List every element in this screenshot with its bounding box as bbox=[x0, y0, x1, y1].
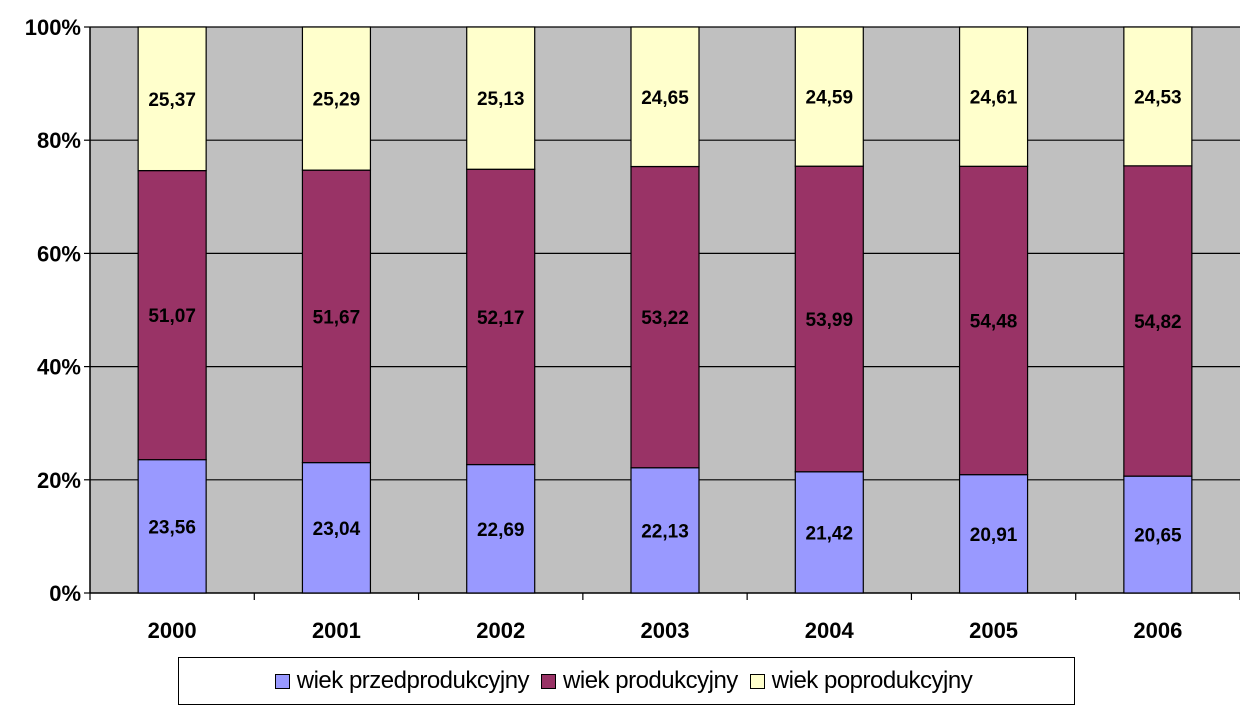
data-label: 25,29 bbox=[313, 90, 361, 111]
data-label: 22,69 bbox=[477, 520, 525, 541]
bar-segment-2000-2 bbox=[137, 169, 207, 461]
y-tick-label: 20% bbox=[37, 468, 81, 493]
legend-item-3: wiek poprodukcyjny bbox=[749, 667, 973, 695]
y-tick-label: 80% bbox=[37, 128, 81, 153]
bar-segment-2003-3 bbox=[630, 26, 700, 168]
y-tick-label: 60% bbox=[37, 241, 81, 266]
data-label: 24,65 bbox=[641, 88, 689, 109]
data-label: 24,61 bbox=[970, 88, 1018, 109]
data-label: 21,42 bbox=[806, 523, 854, 544]
bar-segment-2002-2 bbox=[466, 168, 536, 466]
legend-label: wiek produkcyjny bbox=[563, 667, 738, 694]
legend: wiek przedprodukcyjny wiek produkcyjny wie… bbox=[178, 657, 1075, 705]
x-tick-label: 2002 bbox=[476, 618, 525, 643]
data-label: 52,17 bbox=[477, 308, 525, 329]
data-label: 53,22 bbox=[641, 308, 689, 329]
data-label: 24,53 bbox=[1134, 87, 1182, 108]
data-label: 23,56 bbox=[148, 517, 196, 538]
y-tick-label: 40% bbox=[37, 355, 81, 380]
data-label: 51,07 bbox=[148, 306, 196, 327]
bar-segment-2000-1 bbox=[137, 459, 207, 594]
bar-segment-2000-3 bbox=[137, 26, 207, 172]
data-label: 25,13 bbox=[477, 89, 525, 110]
data-label: 25,37 bbox=[148, 90, 196, 111]
legend-item-1: wiek przedprodukcyjny bbox=[274, 667, 530, 695]
x-tick-label: 2000 bbox=[148, 618, 197, 643]
x-tick-label: 2001 bbox=[312, 618, 361, 643]
data-label: 54,82 bbox=[1134, 312, 1182, 333]
legend-swatch bbox=[541, 673, 557, 689]
legend-item-2: wiek produkcyjny bbox=[541, 667, 738, 695]
legend-swatch bbox=[749, 673, 765, 689]
legend-label: wiek przedprodukcyjny bbox=[296, 667, 530, 694]
data-label: 22,13 bbox=[641, 521, 689, 542]
x-tick-label: 2003 bbox=[641, 618, 690, 643]
bar-segment-2004-1 bbox=[794, 471, 864, 594]
bar-segment-2004-2 bbox=[794, 165, 864, 473]
data-label: 53,99 bbox=[806, 310, 854, 331]
data-label: 20,91 bbox=[970, 525, 1018, 546]
legend-label: wiek poprodukcyjny bbox=[771, 667, 973, 694]
legend-swatch bbox=[274, 673, 290, 689]
bar-segment-2002-3 bbox=[466, 26, 536, 170]
data-label: 51,67 bbox=[313, 307, 361, 328]
bar-segment-2005-3 bbox=[958, 26, 1029, 167]
bar-segment-2005-2 bbox=[958, 165, 1029, 476]
x-tick-label: 2005 bbox=[969, 618, 1018, 643]
y-tick-label: 100% bbox=[25, 15, 81, 40]
bar-segment-2001-3 bbox=[301, 26, 372, 171]
bar-segment-2001-1 bbox=[301, 461, 372, 594]
data-label: 23,04 bbox=[313, 519, 361, 540]
bar-segment-2006-2 bbox=[1123, 165, 1193, 477]
data-label: 54,48 bbox=[970, 311, 1018, 332]
bar-segment-2004-3 bbox=[794, 26, 864, 167]
x-tick-label: 2004 bbox=[805, 618, 855, 643]
bar-segment-2001-2 bbox=[301, 169, 372, 464]
bar-segment-2002-1 bbox=[466, 463, 536, 594]
bar-segment-2003-1 bbox=[630, 467, 700, 594]
data-label: 20,65 bbox=[1134, 526, 1182, 547]
y-tick-label: 0% bbox=[49, 581, 81, 606]
bar-segment-2006-3 bbox=[1123, 26, 1193, 167]
x-tick-label: 2006 bbox=[1133, 618, 1182, 643]
bar-segment-2006-1 bbox=[1123, 475, 1193, 594]
data-label: 24,59 bbox=[806, 88, 854, 109]
